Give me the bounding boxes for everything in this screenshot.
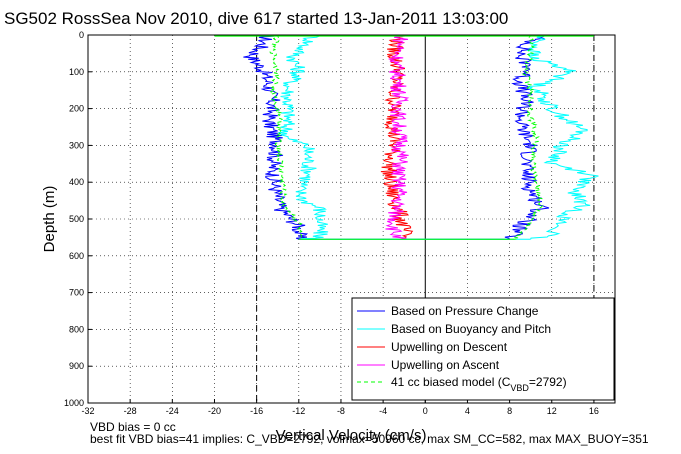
y-tick-labels: 0 100 200 300 400 500 600 700 800 900 1000 xyxy=(64,30,92,408)
x-tick-label: -28 xyxy=(124,406,137,416)
x-tick-label: -16 xyxy=(250,406,263,416)
y-tick-label: 700 xyxy=(69,288,84,298)
x-tick-label: -12 xyxy=(292,406,305,416)
x-tick-label: -20 xyxy=(208,406,221,416)
y-tick-label: 400 xyxy=(69,177,84,187)
legend-label-buoyancy: Based on Buoyancy and Pitch xyxy=(391,322,551,336)
x-tick-label: 8 xyxy=(507,406,512,416)
x-axis-label: Vertical Velocity (cm/s) xyxy=(276,427,427,444)
x-tick-label: 4 xyxy=(465,406,470,416)
series-line-1-ascent xyxy=(526,34,599,240)
series-line-4-ascent xyxy=(512,34,545,240)
series-line-0-descent xyxy=(243,35,308,240)
series-line-2-descent xyxy=(380,34,414,240)
x-tick-label: -8 xyxy=(337,406,345,416)
legend-model-prefix: 41 cc biased model (C xyxy=(391,375,511,389)
series-line-1-descent xyxy=(278,34,329,240)
series-line-4-descent xyxy=(269,34,303,240)
x-tick-label: 12 xyxy=(547,406,557,416)
legend-model-suffix: =2792) xyxy=(529,375,567,389)
y-tick-label: 100 xyxy=(69,67,84,77)
y-tick-label: 0 xyxy=(79,30,84,40)
y-axis-label: Depth (m) xyxy=(41,186,58,253)
footer-vbd-bias: VBD bias = 0 cc xyxy=(90,420,176,434)
y-tick-label: 600 xyxy=(69,251,84,261)
x-tick-label: -24 xyxy=(166,406,179,416)
legend-box xyxy=(351,297,615,401)
series-line-3-ascent xyxy=(385,34,410,240)
legend-label-model: 41 cc biased model (CVBD=2792) xyxy=(391,375,567,393)
data-series xyxy=(214,34,599,240)
y-tick-label: 500 xyxy=(69,214,84,224)
legend-model-subscript: VBD xyxy=(510,383,529,393)
legend-label-ascent: Upwelling on Ascent xyxy=(391,358,500,372)
y-tick-label: 1000 xyxy=(64,398,84,408)
chart-title: SG502 RossSea Nov 2010, dive 617 started… xyxy=(4,9,508,28)
footer-best-fit: best fit VBD bias=41 implies: C_VBD=2792… xyxy=(90,432,649,446)
x-tick-labels: -32 -28 -24 -20 -16 -12 -8 -4 0 4 8 12 16 xyxy=(81,399,599,416)
y-tick-label: 300 xyxy=(69,140,84,150)
legend-label-descent: Upwelling on Descent xyxy=(391,340,508,354)
x-tick-label: -4 xyxy=(379,406,387,416)
legend-label-pressure: Based on Pressure Change xyxy=(391,304,539,318)
x-tick-label: 16 xyxy=(589,406,599,416)
y-tick-label: 200 xyxy=(69,104,84,114)
y-tick-label: 800 xyxy=(69,324,84,334)
x-tick-label: -32 xyxy=(81,406,94,416)
y-tick-label: 900 xyxy=(69,361,84,371)
x-tick-label: 0 xyxy=(423,406,428,416)
legend: Based on Pressure Change Based on Buoyan… xyxy=(351,297,615,401)
